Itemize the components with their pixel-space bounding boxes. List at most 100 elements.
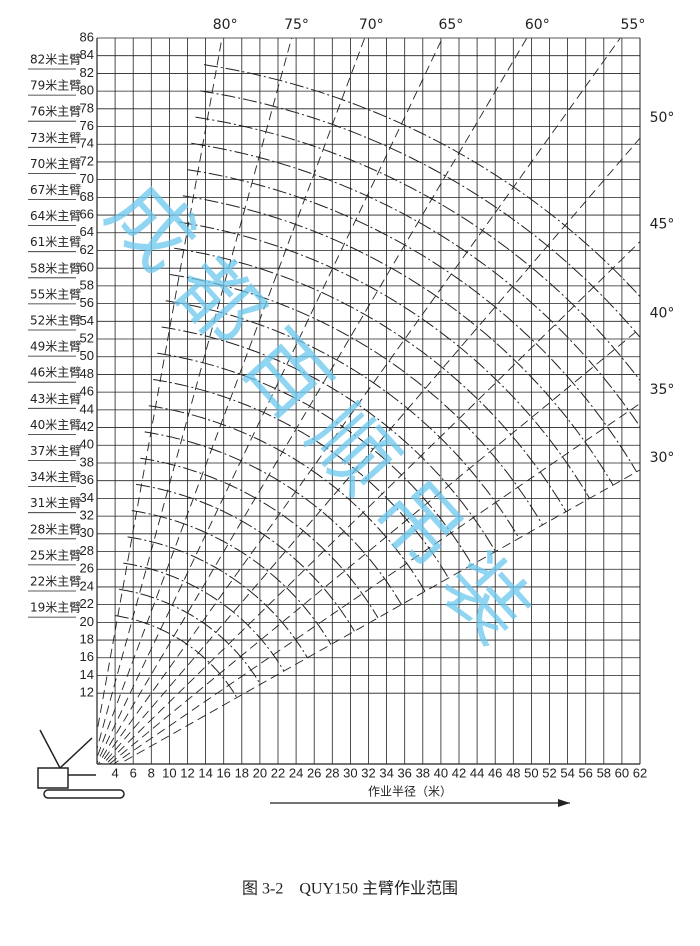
- y-tick-label: 22: [80, 596, 94, 611]
- boom-arc: [157, 352, 473, 566]
- x-tick-label: 40: [434, 765, 448, 780]
- angle-ray: [102, 137, 640, 764]
- boom-label: 76米主臂: [30, 105, 81, 119]
- x-tick-label: 32: [361, 765, 375, 780]
- y-tick-label: 18: [80, 631, 94, 646]
- angle-label: 80°: [213, 17, 238, 33]
- angle-label: 65°: [438, 17, 463, 33]
- angle-label: 60°: [525, 17, 550, 33]
- boom-arc: [165, 300, 520, 539]
- boom-label: 55米主臂: [30, 287, 81, 301]
- x-tick-label: 16: [216, 765, 230, 780]
- x-tick-label: 8: [148, 765, 155, 780]
- x-tick-label: 50: [524, 765, 538, 780]
- x-tick-label: 26: [307, 765, 321, 780]
- x-tick-label: 54: [560, 765, 574, 780]
- boom-label: 34米主臂: [30, 470, 81, 484]
- y-tick-label: 64: [80, 224, 94, 239]
- boom-label: 28米主臂: [30, 522, 81, 536]
- angle-ray: [97, 38, 223, 735]
- boom-label: 82米主臂: [30, 53, 81, 67]
- boom-arc: [148, 405, 426, 592]
- boom-label: 58米主臂: [30, 261, 81, 275]
- caption: 图 3-2 QUY150 主臂作业范围: [242, 880, 458, 898]
- boom-arc: [144, 431, 402, 605]
- x-tick-label: 36: [397, 765, 411, 780]
- y-tick-label: 30: [80, 525, 94, 540]
- y-tick-label: 82: [80, 65, 94, 80]
- x-tick-label: 10: [162, 765, 176, 780]
- boom-arc: [195, 116, 640, 382]
- boom-label: 79米主臂: [30, 79, 81, 93]
- y-tick-label: 24: [80, 578, 94, 593]
- y-tick-label: 52: [80, 330, 94, 345]
- boom-arc: [203, 64, 640, 298]
- boom-label: 49米主臂: [30, 340, 81, 354]
- boom-label: 40米主臂: [30, 418, 81, 432]
- x-tick-label: 58: [597, 765, 611, 780]
- boom-arc: [119, 588, 261, 685]
- boom-label: 64米主臂: [30, 209, 81, 223]
- y-tick-label: 48: [80, 366, 94, 381]
- x-tick-label: 38: [416, 765, 430, 780]
- y-tick-label: 16: [80, 649, 94, 664]
- x-tick-label: 52: [542, 765, 556, 780]
- x-tick-label: 42: [452, 765, 466, 780]
- y-tick-label: 50: [80, 348, 94, 363]
- y-tick-label: 46: [80, 384, 94, 399]
- x-tick-label: 20: [253, 765, 267, 780]
- boom-arc: [123, 562, 285, 672]
- boom-arc: [153, 379, 449, 579]
- y-tick-label: 54: [80, 313, 94, 328]
- y-tick-label: 44: [80, 401, 94, 416]
- boom-arc: [170, 274, 543, 526]
- y-tick-label: 80: [80, 83, 94, 98]
- y-tick-label: 26: [80, 561, 94, 576]
- boom-label: 25米主臂: [30, 548, 81, 562]
- boom-label: 73米主臂: [30, 131, 81, 145]
- boom-label: 61米主臂: [30, 235, 81, 249]
- y-tick-label: 58: [80, 277, 94, 292]
- angle-label: 50°: [650, 110, 675, 126]
- boom-label: 70米主臂: [30, 157, 81, 171]
- y-tick-label: 62: [80, 242, 94, 257]
- y-tick-label: 40: [80, 437, 94, 452]
- x-tick-label: 18: [235, 765, 249, 780]
- y-tick-label: 20: [80, 614, 94, 629]
- y-tick-label: 74: [80, 136, 94, 151]
- y-tick-label: 34: [80, 490, 94, 505]
- x-tick-label: 22: [271, 765, 285, 780]
- angle-label: 45°: [650, 216, 675, 232]
- y-tick-label: 14: [80, 667, 94, 682]
- watermark: 成都百顺吊装: [88, 165, 560, 674]
- boom-arc: [191, 142, 640, 428]
- x-tick-label: 46: [488, 765, 502, 780]
- plot-area: [97, 38, 640, 764]
- y-tick-label: 60: [80, 260, 94, 275]
- x-axis-label: 作业半径（米）: [368, 785, 452, 799]
- boom-label: 19米主臂: [30, 601, 81, 615]
- boom-label: 22米主臂: [30, 575, 81, 589]
- angle-ray: [97, 38, 366, 759]
- y-tick-label: 56: [80, 295, 94, 310]
- boom-label: 46米主臂: [30, 366, 81, 380]
- boom-arc: [182, 195, 614, 486]
- boom-label: 52米主臂: [30, 314, 81, 328]
- crane-icon: [37, 729, 125, 799]
- angle-ray: [100, 38, 621, 764]
- x-tick-label: 6: [130, 765, 137, 780]
- angle-label: 30°: [650, 450, 675, 466]
- boom-arc: [136, 483, 355, 632]
- y-tick-label: 84: [80, 47, 94, 62]
- y-tick-label: 78: [80, 100, 94, 115]
- y-tick-label: 66: [80, 207, 94, 222]
- angle-ray: [97, 38, 443, 764]
- boom-arc: [161, 326, 496, 552]
- x-tick-label: 24: [289, 765, 303, 780]
- x-tick-label: 12: [180, 765, 194, 780]
- y-tick-label: 28: [80, 543, 94, 558]
- boom-label: 37米主臂: [30, 444, 81, 458]
- x-tick-label: 4: [111, 765, 118, 780]
- boom-arc: [114, 615, 238, 698]
